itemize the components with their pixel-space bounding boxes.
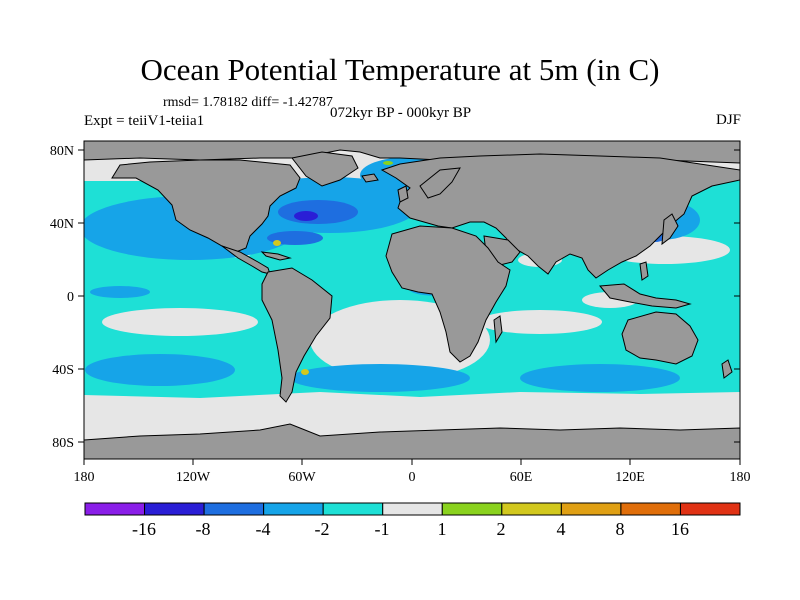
british-isles <box>397 185 409 203</box>
lon-tick-labels: 180 120W 60W 0 60E 120E 180 <box>74 470 751 485</box>
lat-tick-label: 40N <box>50 217 74 232</box>
south-america <box>261 267 333 403</box>
lon-tick-marks <box>83 459 741 465</box>
colorbar-label: 1 <box>438 519 447 539</box>
season-label: DJF <box>715 112 741 128</box>
experiment-label: Expt = teiiV1-teiia1 <box>84 113 205 129</box>
stats-text: rmsd= 1.78182 diff= -1.42787 <box>163 95 333 110</box>
australia <box>621 311 699 365</box>
colorbar-labels: -16 -8 -4 -2 -1 1 2 4 8 16 <box>132 519 689 539</box>
land-masses <box>84 141 740 459</box>
japan <box>661 213 679 246</box>
greenland <box>291 151 359 187</box>
lat-tick-labels: 80N 40N 0 40S 80S <box>50 144 74 451</box>
scandinavia <box>419 167 461 199</box>
lon-tick-label: 0 <box>409 470 416 485</box>
colorbar-label: -1 <box>375 519 390 539</box>
lon-tick-label: 120E <box>615 470 645 485</box>
eurasia <box>380 153 740 279</box>
colorbar-swatch <box>441 502 503 516</box>
lon-tick-label: 60W <box>288 470 316 485</box>
colorbar-swatch <box>144 502 205 516</box>
colorbar-label: 2 <box>497 519 506 539</box>
lon-tick-label: 180 <box>74 470 95 485</box>
period-label: 072kyr BP - 000kyr BP <box>330 105 472 121</box>
africa <box>385 225 511 363</box>
colorbar-label: 16 <box>671 519 689 539</box>
antarctica <box>84 423 740 459</box>
plot-title: Ocean Potential Temperature at 5m (in C) <box>140 52 660 87</box>
map-panel <box>84 141 740 459</box>
lon-tick-label: 180 <box>730 470 751 485</box>
colorbar-swatch <box>203 502 265 516</box>
colorbar-swatch <box>501 502 562 516</box>
philippines <box>639 261 649 281</box>
iceland <box>361 173 379 183</box>
maritime-se-asia <box>599 283 692 309</box>
colorbar-label: 8 <box>616 519 625 539</box>
lon-tick-label: 60E <box>510 470 533 485</box>
colorbar-label: -8 <box>196 519 211 539</box>
colorbar-swatch <box>322 502 384 516</box>
north-america <box>111 159 301 253</box>
new-zealand <box>721 359 733 379</box>
colorbar-swatch <box>679 502 741 516</box>
lat-tick-label: 40S <box>52 363 74 378</box>
lat-tick-label: 0 <box>67 290 74 305</box>
colorbar-swatch <box>263 502 324 516</box>
colorbar-swatch <box>620 502 681 516</box>
madagascar <box>493 315 503 344</box>
colorbar-label: -16 <box>132 519 156 539</box>
lat-tick-label: 80S <box>52 436 74 451</box>
colorbar <box>84 502 741 516</box>
colorbar-label: -4 <box>256 519 271 539</box>
colorbar-swatch <box>560 502 622 516</box>
colorbar-label: -2 <box>315 519 330 539</box>
lat-tick-label: 80N <box>50 144 74 159</box>
colorbar-swatch <box>382 502 443 516</box>
lon-tick-label: 120W <box>176 470 211 485</box>
colorbar-label: 4 <box>557 519 566 539</box>
colorbar-swatch <box>84 502 146 516</box>
lat-tick-marks <box>78 149 740 443</box>
caribbean <box>260 251 292 261</box>
